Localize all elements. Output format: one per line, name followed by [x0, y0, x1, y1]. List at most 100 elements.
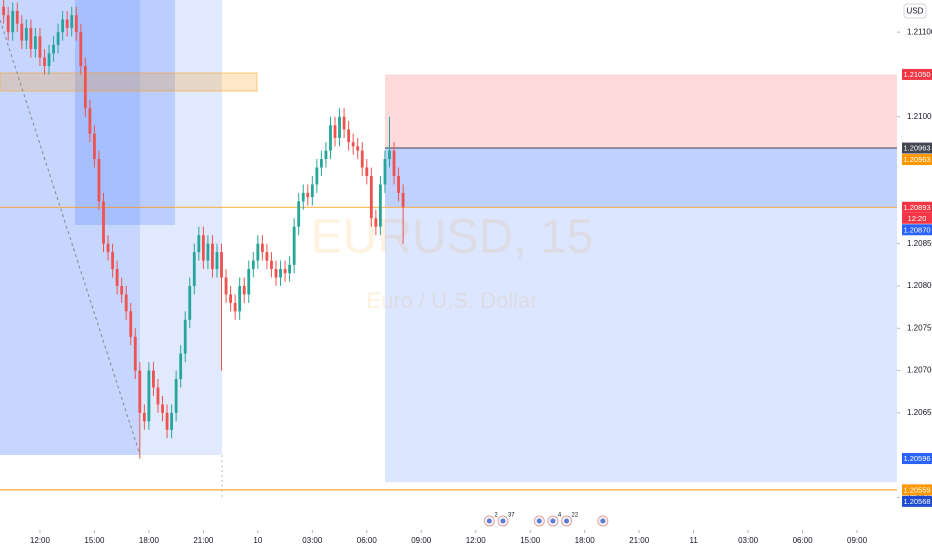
x-tick-label: 21:00 [193, 536, 214, 545]
candle-body [292, 226, 296, 265]
x-tick-label: 03:00 [302, 536, 323, 545]
price-label: 1.20568 [903, 497, 930, 506]
price-label-box [902, 484, 932, 496]
candle-body [165, 412, 169, 430]
price-label-box [902, 68, 932, 80]
stop-zone [384, 74, 897, 149]
currency: USD [907, 7, 924, 16]
price-label: 1.20870 [903, 225, 930, 234]
candle-body [115, 269, 119, 286]
candle-body [179, 353, 183, 380]
price-label: 1.20963 [903, 144, 930, 153]
candle-body [43, 57, 46, 66]
candle-body [283, 269, 287, 274]
candle-body [2, 6, 6, 16]
x-tick-label: 15:00 [520, 536, 541, 545]
range-box [0, 0, 222, 455]
y-tick-label: 1.21100 [907, 27, 932, 36]
candle-body [247, 269, 251, 295]
x-tick-label: 09:00 [411, 536, 432, 545]
candle-body [324, 150, 328, 160]
candle-body [211, 243, 214, 270]
candle-body [201, 235, 205, 261]
price-label: 1.20963 [903, 155, 930, 164]
candle-body [338, 116, 341, 138]
candle-body [106, 243, 110, 253]
candle-body [365, 167, 369, 176]
x-tick-label: 09:00 [847, 536, 868, 545]
candle-body [383, 159, 387, 185]
x-tick-label: 18:00 [139, 536, 160, 545]
target-zone [384, 148, 897, 483]
event-count: 4 [558, 513, 562, 519]
x-tick-label: 06:00 [357, 536, 378, 545]
y-tick-label: 1.20750 [907, 323, 932, 332]
candle-body [111, 252, 114, 270]
candle-body [306, 192, 310, 198]
candle-body [297, 201, 301, 227]
y-tick-label: 1.20650 [907, 408, 932, 417]
candle-body [379, 184, 382, 227]
candle-body [120, 285, 124, 295]
event-icon-inner [486, 518, 492, 524]
candle-body [310, 184, 314, 198]
y-tick-label: 1.20700 [907, 366, 932, 375]
candle-body [124, 294, 128, 312]
x-tick-label: 11 [689, 536, 698, 545]
candle-body [374, 218, 378, 227]
x-tick-label: 12:00 [466, 536, 487, 545]
candle-body [74, 15, 78, 33]
x-tick-label: 18:00 [575, 536, 596, 545]
x-tick-label: 21:00 [629, 536, 650, 545]
candle-body [356, 146, 360, 151]
candle-body [279, 269, 282, 278]
candle-body [229, 294, 233, 303]
range-box [0, 0, 140, 455]
candle-body [251, 260, 255, 270]
candle-body [93, 133, 96, 160]
candle-body [329, 125, 332, 151]
price-label: 1.20559 [903, 485, 930, 494]
candle-body [161, 404, 164, 413]
candle-body [392, 150, 396, 176]
candle-body [351, 142, 355, 147]
candle-body [20, 23, 24, 41]
event-count: 2 [494, 513, 498, 519]
candle-body [29, 27, 33, 50]
trend-line [0, 19, 141, 456]
candle-body [220, 252, 223, 278]
candle-body [192, 252, 196, 286]
event-count: 37 [508, 513, 515, 519]
candle-body [388, 150, 391, 160]
price-label-box [902, 142, 932, 154]
event-icon-inner [600, 518, 606, 524]
x-tick-label: 03:00 [738, 536, 759, 545]
watermark: EURUSD, 15 [311, 211, 594, 264]
candle-body [188, 285, 192, 320]
candle-body [215, 252, 219, 270]
candle-body [11, 10, 15, 33]
candle-body [24, 27, 28, 41]
candle-body [52, 44, 55, 54]
x-tick-label: 12:00 [30, 536, 51, 545]
candle-body [47, 53, 51, 66]
watermark-subtitle: Euro / U.S. Dollar [366, 288, 537, 313]
candle-body [183, 319, 187, 354]
candle-body [315, 167, 319, 185]
candle-body [401, 192, 405, 208]
candle-body [397, 175, 400, 193]
price-label-box [902, 212, 932, 224]
y-tick-label: 1.20850 [907, 239, 932, 248]
candle-body [56, 32, 60, 45]
candle-body [174, 379, 178, 413]
price-countdown: 12:20 [908, 214, 927, 223]
price-label-box [902, 201, 932, 213]
event-count: 22 [572, 513, 579, 519]
open-pnl-zone [384, 148, 897, 208]
price-label: 1.21050 [903, 70, 930, 79]
candle-body [138, 370, 142, 413]
candle-body [70, 15, 74, 28]
candle-body [265, 252, 269, 261]
zone-box [0, 72, 258, 92]
